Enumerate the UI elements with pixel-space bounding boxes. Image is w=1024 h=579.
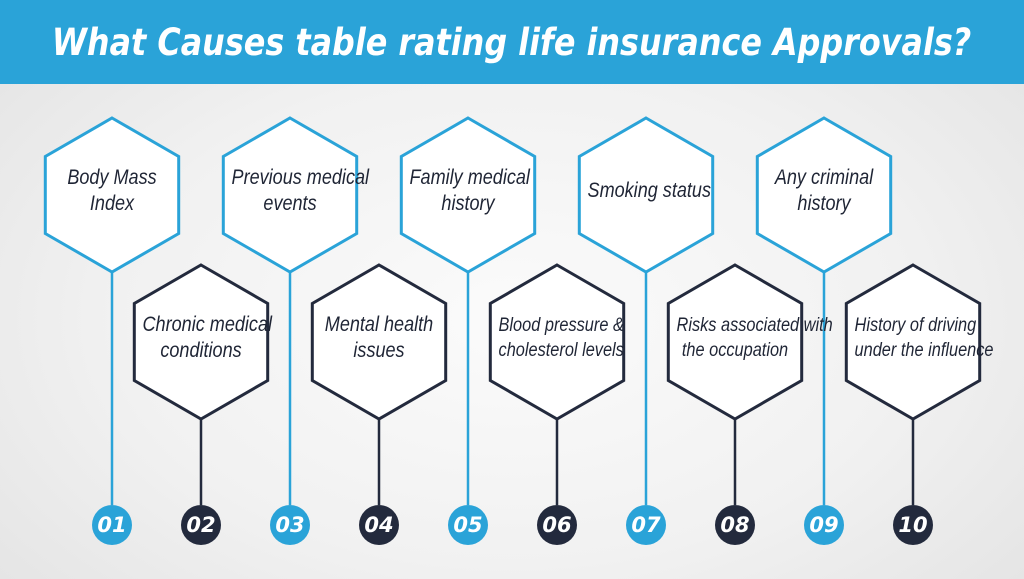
label-line: under the influence [854,340,994,361]
page-title: What Causes table rating life insurance … [52,20,972,64]
hexagon-10 [844,263,982,421]
number-circle-05 [448,505,488,545]
label-line: conditions [160,339,242,362]
number-circle-09 [804,505,844,545]
hexagon-05 [399,116,537,274]
step-number-05: 05 [453,513,483,537]
number-circle-08 [715,505,755,545]
label-line: the occupation [681,340,789,361]
hexagon-label-02: Chronic medical conditions [142,312,273,364]
title-banner: What Causes table rating life insurance … [0,0,1024,84]
hexagon-label-06: Blood pressure & cholesterol levels [498,313,624,363]
step-number-03: 03 [275,513,305,537]
hexagon-label-08: Risks associated with the occupation [676,313,833,363]
hexagon-09 [755,116,893,274]
hexagon-08 [666,263,804,421]
hexagon-03 [221,116,359,274]
step-number-10: 10 [898,513,928,537]
step-number-04: 04 [364,513,394,537]
number-circle-04 [359,505,399,545]
label-line: Risks associated with [676,315,833,336]
label-line: events [263,192,317,215]
label-line: Previous medical [231,166,370,189]
hexagon-label-05: Family medical history [409,165,530,217]
step-number-01: 01 [97,513,127,537]
label-line: history [441,192,495,215]
hexagon-label-07: Smoking status [587,178,711,204]
label-line: Smoking status [587,179,711,202]
number-circle-03 [270,505,310,545]
hexagon-label-09: Any criminal history [766,165,883,217]
label-line: issues [353,339,405,362]
label-line: history [797,192,851,215]
hexagon-04 [310,263,448,421]
label-line: Family medical [409,166,530,189]
label-line: Body Mass [67,166,157,189]
label-line: cholesterol levels [498,340,624,361]
hexagon-02 [132,263,270,421]
step-number-06: 06 [542,513,572,537]
step-number-07: 07 [631,513,661,537]
step-number-09: 09 [809,513,839,537]
hexagon-06 [488,263,626,421]
label-line: Chronic medical [142,313,273,336]
hexagon-01 [43,116,181,274]
number-circle-01 [92,505,132,545]
label-line: Index [89,192,135,215]
label-line: Any criminal [774,166,874,189]
number-circle-07 [626,505,666,545]
step-number-08: 08 [720,513,750,537]
hexagon-07 [577,116,715,274]
hexagon-label-10: History of driving under the influence [854,313,994,363]
step-number-02: 02 [186,513,216,537]
hexagon-label-04: Mental health issues [321,312,438,364]
label-line: Mental health [324,313,434,336]
label-line: Blood pressure & [498,315,624,336]
label-line: History of driving [854,315,977,336]
number-circle-02 [181,505,221,545]
hexagon-label-01: Body Mass Index [54,165,171,217]
number-circle-06 [537,505,577,545]
hexagon-label-03: Previous medical events [231,165,370,217]
number-circle-10 [893,505,933,545]
